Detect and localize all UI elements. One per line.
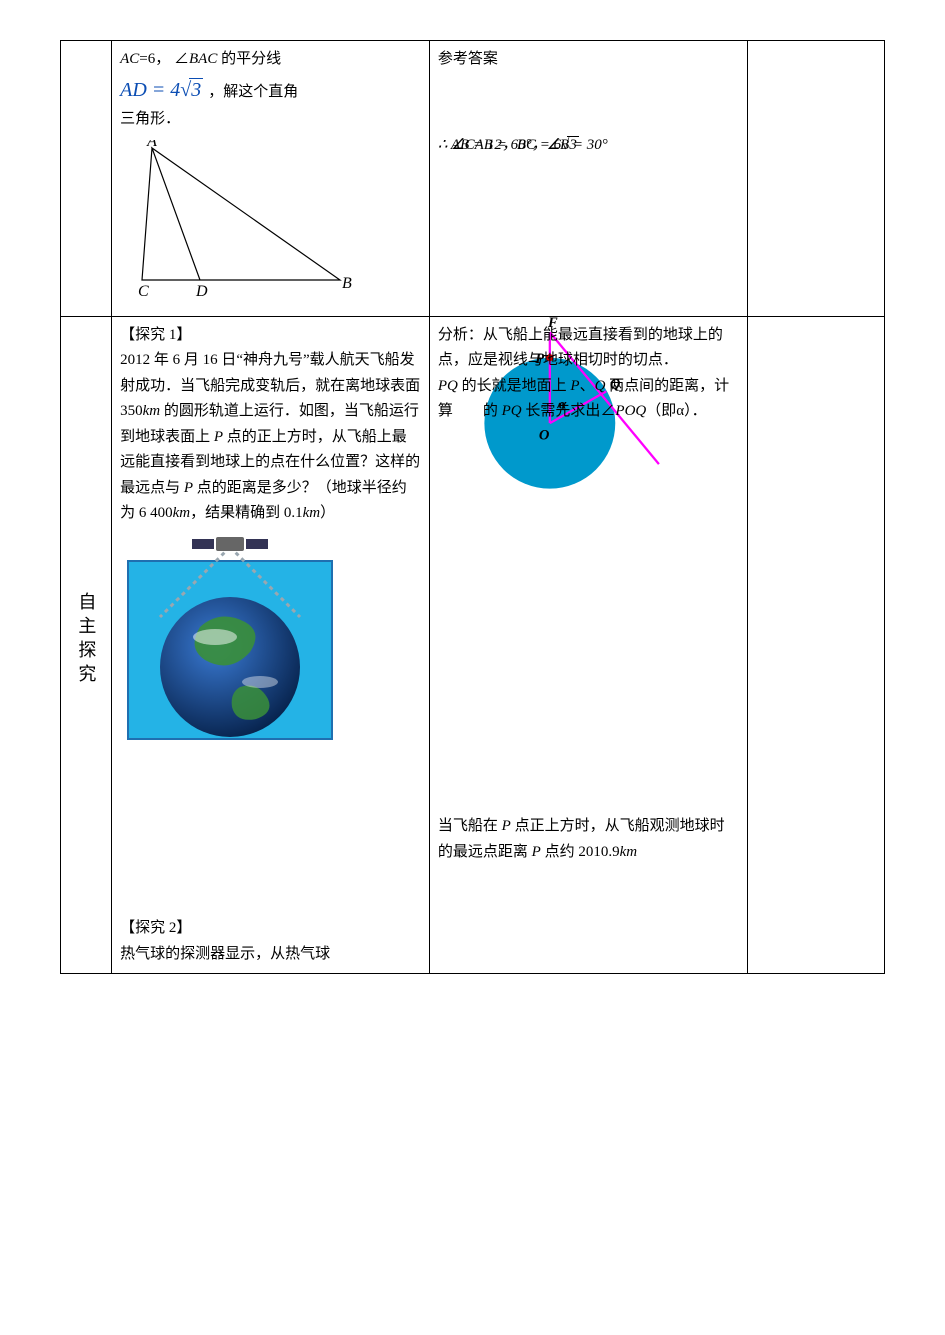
row2-right-cell bbox=[747, 316, 884, 974]
earth-illustration bbox=[120, 537, 340, 747]
explore1-title: 【探究 1】 bbox=[120, 323, 421, 349]
math-AD: AD = 4√3 bbox=[120, 79, 208, 101]
tri-label-B: B bbox=[342, 275, 352, 292]
worksheet-table: AC=6， ∠BAC 的平分线 AD = 4√3 ，解这个直角 三角形． A C… bbox=[60, 40, 885, 974]
tri-label-C: C bbox=[138, 283, 149, 300]
explore1-para: 2012 年 6 月 16 日“神舟九号”载人航天飞船发射成功．当飞船完成变轨后… bbox=[120, 348, 421, 527]
row1-answer-cell: 参考答案 ∴ AB = 12，BC = 6√3 ∴ ∠CAB = 60°，∠B … bbox=[429, 41, 747, 317]
triangle-figure: A C D B bbox=[120, 140, 360, 300]
row2-side-cell: 自主探究 bbox=[61, 316, 112, 974]
svg-text:O: O bbox=[539, 427, 550, 443]
row1-right-cell bbox=[747, 41, 884, 317]
row1-side-cell bbox=[61, 41, 112, 317]
tri-label-A: A bbox=[146, 140, 157, 150]
conclusion-text: 当飞船在 P 点正上方时，从飞船观测地球时的最远点距离 P 点约 2010.9k… bbox=[438, 814, 739, 865]
analysis-text: 分析：从飞船上能最远直接看到的地球上的点，应是视线与地球相切时的切点． PQ 的… bbox=[438, 323, 739, 425]
row1-angle-text: ∠BAC 的平分线 bbox=[174, 51, 281, 67]
row1-problem-cell: AC=6， ∠BAC 的平分线 AD = 4√3 ，解这个直角 三角形． A C… bbox=[112, 41, 430, 317]
overlapped-answer: ∴ AB = 12，BC = 6√3 ∴ ∠CAB = 60°，∠B = 30° bbox=[438, 133, 739, 163]
row1-l2-suffix: ，解这个直角 bbox=[208, 84, 298, 100]
row1-line3: 三角形． bbox=[120, 107, 421, 133]
explore2-title: 【探究 2】 bbox=[120, 916, 421, 942]
answer-title: 参考答案 bbox=[438, 47, 739, 73]
row2-problem-cell: 【探究 1】 2012 年 6 月 16 日“神舟九号”载人航天飞船发射成功．当… bbox=[112, 316, 430, 974]
explore2-para: 热气球的探测器显示，从热气球 bbox=[120, 942, 421, 968]
row-1: AC=6， ∠BAC 的平分线 AD = 4√3 ，解这个直角 三角形． A C… bbox=[61, 41, 885, 317]
row1-eq6: =6， bbox=[139, 51, 170, 67]
row1-line2: AD = 4√3 ，解这个直角 bbox=[120, 73, 421, 107]
row2-analysis-cell: 分析：从飞船上能最远直接看到的地球上的点，应是视线与地球相切时的切点． PQ 的… bbox=[429, 316, 747, 974]
side-label: 自主探究 bbox=[71, 592, 102, 688]
row1-line1: AC=6， ∠BAC 的平分线 bbox=[120, 47, 421, 73]
row-2: 自主探究 【探究 1】 2012 年 6 月 16 日“神舟九号”载人航天飞船发… bbox=[61, 316, 885, 974]
var-AC: AC bbox=[120, 51, 139, 67]
tri-label-D: D bbox=[195, 283, 208, 300]
